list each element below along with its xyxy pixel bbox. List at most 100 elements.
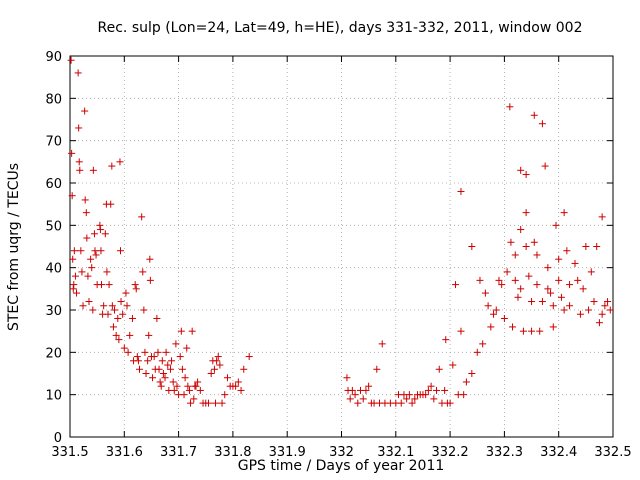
data-point bbox=[90, 230, 98, 238]
data-point bbox=[139, 268, 147, 276]
data-point bbox=[351, 391, 359, 399]
data-point bbox=[181, 374, 189, 382]
data-point bbox=[144, 357, 152, 365]
data-point bbox=[362, 386, 370, 394]
data-point bbox=[111, 306, 119, 314]
data-point bbox=[120, 344, 128, 352]
data-point bbox=[435, 365, 443, 373]
x-tick-label: 331.5 bbox=[51, 445, 88, 460]
data-point bbox=[484, 302, 492, 310]
data-point bbox=[576, 310, 584, 318]
data-point bbox=[511, 276, 519, 284]
x-tick-label: 332.1 bbox=[377, 445, 414, 460]
y-tick-label: 40 bbox=[45, 262, 62, 277]
data-point bbox=[479, 340, 487, 348]
data-point bbox=[192, 382, 200, 390]
data-point bbox=[598, 213, 606, 221]
data-point bbox=[210, 365, 218, 373]
data-point bbox=[140, 306, 148, 314]
data-point bbox=[528, 327, 536, 335]
y-axis-title: STEC from uqrg / TECUs bbox=[6, 163, 22, 331]
data-point bbox=[544, 285, 552, 293]
data-point bbox=[538, 120, 546, 128]
data-point bbox=[173, 382, 181, 390]
data-point bbox=[449, 361, 457, 369]
data-point bbox=[549, 323, 557, 331]
data-point bbox=[78, 268, 86, 276]
data-point bbox=[136, 365, 144, 373]
data-point bbox=[69, 285, 77, 293]
data-point bbox=[126, 331, 134, 339]
data-point bbox=[161, 374, 169, 382]
data-point bbox=[74, 69, 82, 77]
data-point bbox=[145, 331, 153, 339]
data-point bbox=[213, 357, 221, 365]
data-point bbox=[424, 386, 432, 394]
data-point bbox=[104, 310, 112, 318]
data-point bbox=[103, 268, 111, 276]
data-point bbox=[68, 149, 76, 157]
data-point bbox=[468, 370, 476, 377]
data-point bbox=[81, 196, 89, 204]
data-point bbox=[156, 378, 164, 386]
data-point bbox=[166, 365, 174, 373]
data-point bbox=[183, 344, 191, 352]
x-tick-label: 331.7 bbox=[160, 445, 197, 460]
data-point bbox=[100, 302, 108, 310]
data-point bbox=[188, 327, 196, 335]
data-point bbox=[76, 166, 84, 174]
data-point bbox=[433, 386, 441, 394]
data-point bbox=[522, 243, 530, 250]
data-point bbox=[566, 281, 574, 289]
data-point bbox=[528, 298, 536, 306]
data-point bbox=[81, 107, 89, 115]
x-tick-label: 332.4 bbox=[540, 445, 577, 460]
data-point bbox=[563, 247, 571, 255]
data-point bbox=[517, 166, 525, 174]
y-tick-label: 90 bbox=[45, 50, 62, 65]
data-point bbox=[114, 314, 122, 322]
data-point bbox=[601, 302, 609, 310]
data-point bbox=[196, 386, 204, 394]
chart-title: Rec. sulp (Lon=24, Lat=49, h=HE), days 3… bbox=[98, 20, 583, 36]
data-point bbox=[71, 272, 79, 280]
data-point bbox=[525, 272, 533, 280]
data-point bbox=[119, 310, 127, 318]
data-point bbox=[112, 331, 120, 339]
data-point bbox=[172, 340, 180, 348]
data-point bbox=[133, 353, 141, 361]
data-point bbox=[91, 247, 99, 255]
data-point bbox=[476, 276, 484, 284]
data-point bbox=[132, 285, 140, 293]
y-tick-label: 10 bbox=[45, 389, 62, 404]
data-point bbox=[411, 395, 419, 403]
data-point bbox=[212, 399, 220, 407]
grid-lines bbox=[70, 56, 613, 437]
data-point bbox=[503, 268, 511, 276]
x-axis-title: GPS time / Days of year 2011 bbox=[238, 458, 445, 474]
data-point bbox=[517, 285, 525, 293]
data-point bbox=[73, 289, 81, 297]
data-point bbox=[158, 357, 166, 365]
data-point bbox=[214, 353, 222, 361]
data-point bbox=[107, 200, 115, 208]
data-point bbox=[354, 399, 362, 407]
x-tick-label: 332.2 bbox=[431, 445, 468, 460]
data-point bbox=[582, 243, 590, 250]
data-point bbox=[153, 314, 161, 322]
data-point bbox=[177, 327, 185, 335]
y-tick-label: 50 bbox=[45, 219, 62, 234]
data-point bbox=[141, 348, 149, 356]
data-point bbox=[560, 306, 568, 314]
data-point bbox=[187, 399, 195, 407]
data-point bbox=[365, 382, 373, 390]
y-axis-tick-labels: 0 10 20 30 40 50 60 70 80 90 bbox=[45, 50, 62, 446]
data-point bbox=[522, 171, 530, 179]
data-point bbox=[441, 386, 449, 394]
data-point bbox=[245, 353, 253, 361]
data-point bbox=[207, 370, 215, 377]
data-point bbox=[490, 310, 498, 318]
data-point bbox=[190, 395, 198, 403]
data-point bbox=[442, 336, 450, 344]
